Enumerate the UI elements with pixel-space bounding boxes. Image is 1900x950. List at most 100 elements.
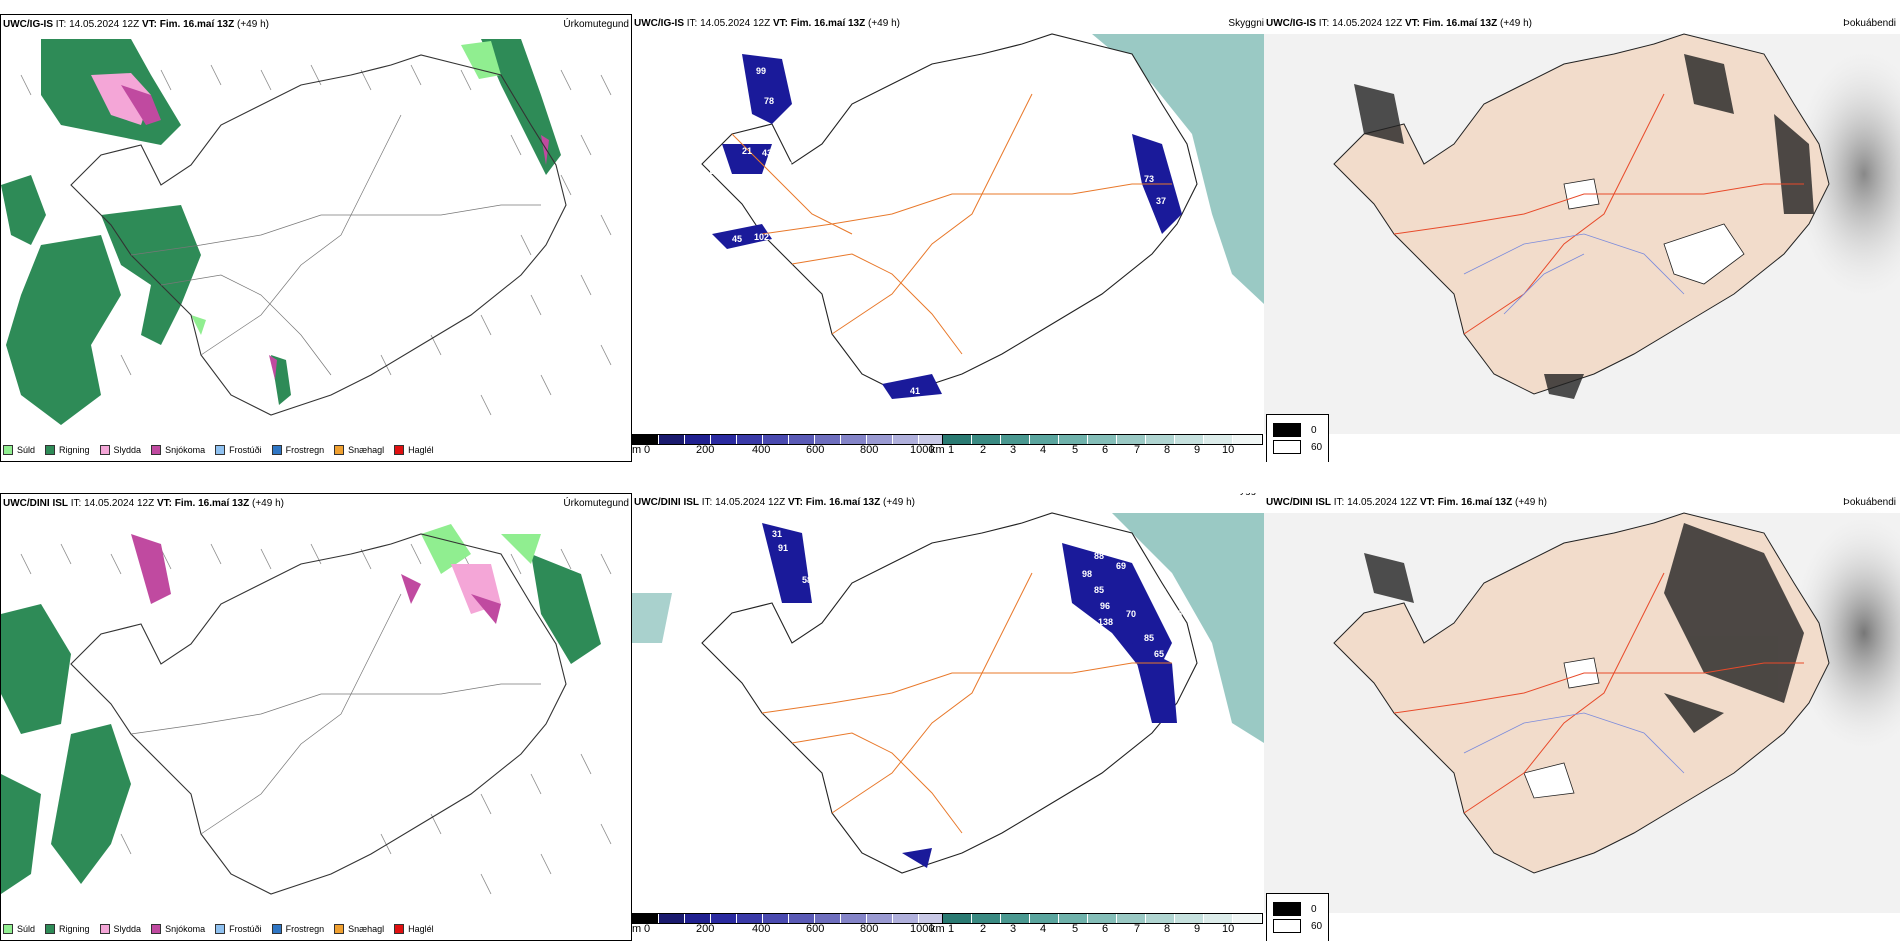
roads xyxy=(130,593,541,835)
svg-text:41: 41 xyxy=(910,386,920,396)
colorbar-cell xyxy=(633,435,659,444)
legend-item-frostudi: Frostúði xyxy=(215,445,262,455)
legend-item-frostudi: Frostúði xyxy=(215,924,262,934)
panel-title-precip-type: Úrkomutegund xyxy=(563,19,629,30)
colorbar-cell xyxy=(659,914,685,923)
colorbar-cell xyxy=(1001,914,1030,923)
elevation-colorbar: m 0 200 400 600 800 1000 xyxy=(632,434,946,456)
colorbar-cell xyxy=(711,914,737,923)
colorbar-cell xyxy=(1059,914,1088,923)
glaciers xyxy=(1523,657,1600,799)
svg-text:98: 98 xyxy=(1082,569,1092,579)
fog-dark-areas xyxy=(1354,54,1814,399)
colorbar-cell xyxy=(633,914,659,923)
legend-item-sudl: Súld xyxy=(3,924,35,934)
colorbar-cell xyxy=(893,914,919,923)
fog-legend-row: 0 xyxy=(1273,902,1322,916)
legend-swatch xyxy=(215,445,226,455)
colorbar-cell xyxy=(789,914,815,923)
svg-text:66: 66 xyxy=(1136,565,1146,575)
colorbar-cell xyxy=(1175,435,1204,444)
colorbar-cell xyxy=(972,435,1001,444)
panel-title-visibility: Skyggni xyxy=(1228,493,1264,496)
elevation-colorbar: m 0 200 400 600 800 1000 xyxy=(632,913,946,935)
svg-text:21: 21 xyxy=(742,146,752,156)
legend-swatch xyxy=(99,445,110,455)
legend-swatch xyxy=(394,924,405,934)
legend-item-frostregn: Frostregn xyxy=(271,924,324,934)
legend-swatch xyxy=(394,445,405,455)
fog-legend-row: 60 xyxy=(1273,919,1322,933)
legend-swatch xyxy=(3,924,13,934)
roads xyxy=(1393,572,1804,814)
fog-dark-areas xyxy=(1364,523,1804,733)
fog-panel-top: UWC/IG-IS IT: 14.05.2024 12Z VT: Fim. 16… xyxy=(1264,14,1900,462)
panel-title-fog: Þokuábendi xyxy=(1843,497,1896,508)
colorbar-cell xyxy=(815,914,841,923)
legend-item-slydda: Slydda xyxy=(99,924,141,934)
legend-swatch xyxy=(45,445,56,455)
visibility-colorbar-cells xyxy=(942,434,1263,445)
colorbar-cell xyxy=(1088,914,1117,923)
colorbar-cell xyxy=(1001,435,1030,444)
drizzle-areas xyxy=(421,524,541,574)
sea-visibility xyxy=(1092,34,1264,304)
fog-panel-bottom: UWC/DINI ISL IT: 14.05.2024 12Z VT: Fim.… xyxy=(1264,493,1900,941)
svg-text:91: 91 xyxy=(778,543,788,553)
colorbar-cell xyxy=(867,914,893,923)
svg-text:73: 73 xyxy=(1144,174,1154,184)
fog-map xyxy=(1264,33,1900,434)
glaciers xyxy=(1563,178,1745,285)
svg-text:50: 50 xyxy=(782,112,792,122)
drizzle-areas xyxy=(191,41,501,335)
legend-swatch xyxy=(151,924,162,934)
svg-text:70: 70 xyxy=(1132,76,1142,86)
visibility-panel-top: UWC/IG-IS IT: 14.05.2024 12Z VT: Fim. 16… xyxy=(632,14,1264,462)
colorbar-cell xyxy=(943,435,972,444)
visibility-colorbar: km 1 2 3 4 5 6 7 8 9 10 xyxy=(930,434,1264,456)
rivers xyxy=(1463,712,1685,774)
mountain-peak-labels: 31 91 58 88 69 66 98 85 96 70 138 48 55 … xyxy=(700,529,1182,723)
colorbar-cell xyxy=(1233,914,1262,923)
svg-text:96: 96 xyxy=(1100,601,1110,611)
colorbar-cell xyxy=(1204,435,1233,444)
svg-text:231: 231 xyxy=(1094,142,1109,152)
svg-text:76: 76 xyxy=(704,242,714,252)
colorbar-cell xyxy=(815,435,841,444)
wind-barbs xyxy=(20,543,612,895)
svg-text:133: 133 xyxy=(1082,86,1097,96)
fog-legend-row: 60 xyxy=(1273,440,1322,454)
legend-swatch xyxy=(3,445,13,455)
panel-title-visibility: Skyggni xyxy=(1228,18,1264,29)
elevation-colorbar-cells xyxy=(632,434,946,445)
svg-text:99: 99 xyxy=(756,66,766,76)
colorbar-cell xyxy=(841,914,867,923)
colorbar-cell xyxy=(737,435,763,444)
svg-text:85: 85 xyxy=(1144,633,1154,643)
svg-text:31: 31 xyxy=(772,529,782,539)
panel-header: UWC/IG-IS IT: 14.05.2024 12Z VT: Fim. 16… xyxy=(3,19,269,30)
legend-swatch xyxy=(45,924,56,934)
colorbar-cell xyxy=(1146,914,1175,923)
colorbar-cell xyxy=(1059,435,1088,444)
road-network xyxy=(731,93,1172,355)
colorbar-cell xyxy=(943,914,972,923)
svg-text:58: 58 xyxy=(802,575,812,585)
sea-visibility xyxy=(1112,513,1264,743)
precip-type-panel-top: UWC/IG-IS IT: 14.05.2024 12Z VT: Fim. 16… xyxy=(0,14,632,462)
svg-text:111: 111 xyxy=(708,166,722,176)
mountain-peak-labels: 99 78 50 21 43 53 111 76 45 102 86 41 13… xyxy=(704,66,1182,396)
colorbar-cell xyxy=(1030,914,1059,923)
colorbar-cell xyxy=(1175,914,1204,923)
colorbar-cell xyxy=(763,914,789,923)
svg-text:55: 55 xyxy=(1172,609,1182,619)
fog-legend-swatch xyxy=(1273,423,1301,437)
panel-header: UWC/DINI ISL IT: 14.05.2024 12Z VT: Fim.… xyxy=(3,498,284,509)
colorbar-cell xyxy=(789,435,815,444)
roads xyxy=(130,114,541,376)
colorbar-cell xyxy=(841,435,867,444)
panel-header: UWC/IG-IS IT: 14.05.2024 12Z VT: Fim. 16… xyxy=(1266,18,1532,29)
svg-text:48: 48 xyxy=(1156,587,1166,597)
road-network xyxy=(761,572,1172,834)
legend-item-snjokoma: Snjókoma xyxy=(151,445,205,455)
